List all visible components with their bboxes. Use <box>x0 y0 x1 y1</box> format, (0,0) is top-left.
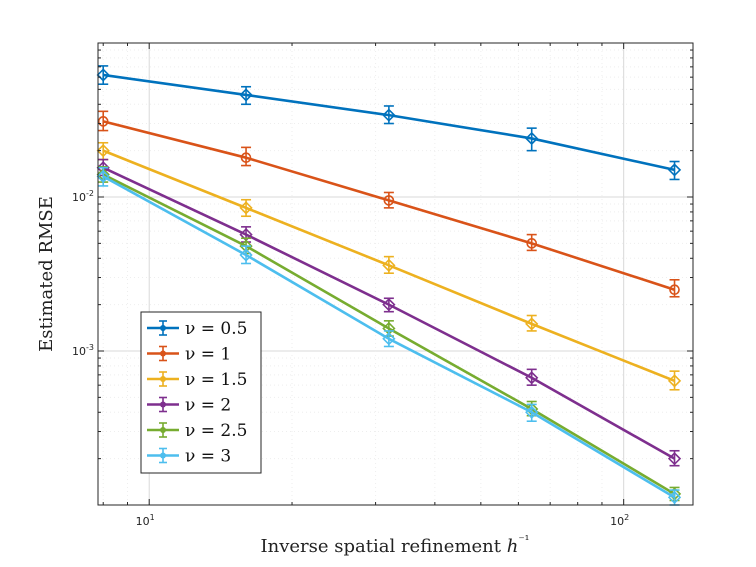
data-point <box>667 490 682 505</box>
legend-swatch-marker <box>160 401 166 408</box>
y-axis-label: Estimated RMSE <box>36 196 57 352</box>
legend: ν = 0.5 ν = 1 ν = 1.5 ν = 2 ν = 2.5 ν = 3 <box>140 311 262 474</box>
data-point <box>382 108 396 122</box>
legend-label: ν = 3 <box>185 447 231 467</box>
legend-swatch-marker <box>160 452 166 459</box>
series-1 <box>96 65 682 181</box>
data-point <box>526 238 538 249</box>
x-tick-label: 101 <box>136 513 155 528</box>
legend-label: ν = 2 <box>185 396 231 416</box>
data-point <box>96 144 110 158</box>
data-point <box>525 405 539 419</box>
series-layer <box>96 65 682 506</box>
data-point <box>525 131 539 146</box>
x-tick-label: 102 <box>610 513 629 528</box>
data-point <box>383 195 395 206</box>
series-3 <box>96 141 682 391</box>
data-point <box>239 88 253 102</box>
series-2 <box>97 110 680 298</box>
legend-swatch-marker <box>160 350 166 357</box>
data-point <box>239 201 253 215</box>
data-point <box>382 298 396 312</box>
data-point <box>667 452 682 466</box>
legend-swatch-marker <box>160 427 166 433</box>
legend-label: ν = 1.5 <box>185 370 247 390</box>
data-point <box>239 248 253 262</box>
legend-box <box>140 311 262 474</box>
data-point <box>97 116 109 127</box>
x-axis-label: Inverse spatial refinement h⁻¹ <box>261 533 530 557</box>
legend-swatch-marker <box>160 325 166 331</box>
data-point <box>382 332 396 346</box>
data-point <box>667 374 682 388</box>
data-point <box>667 163 682 177</box>
series-6 <box>96 166 682 506</box>
data-point <box>525 317 539 331</box>
legend-label: ν = 2.5 <box>185 421 247 441</box>
data-point <box>96 169 110 184</box>
data-point <box>240 152 252 163</box>
y-tick-label: 10-3 <box>72 343 94 358</box>
data-point <box>669 284 680 296</box>
axis-ticks: 101 102 10-2 10-3 <box>72 43 693 528</box>
data-point <box>382 258 396 272</box>
legend-label: ν = 1 <box>185 345 231 365</box>
data-point <box>525 371 539 385</box>
y-tick-label: 10-2 <box>72 189 94 204</box>
plot-frame <box>97 42 694 506</box>
legend-swatch-marker <box>160 376 166 382</box>
data-point <box>96 68 110 82</box>
legend-label: ν = 0.5 <box>185 319 247 339</box>
